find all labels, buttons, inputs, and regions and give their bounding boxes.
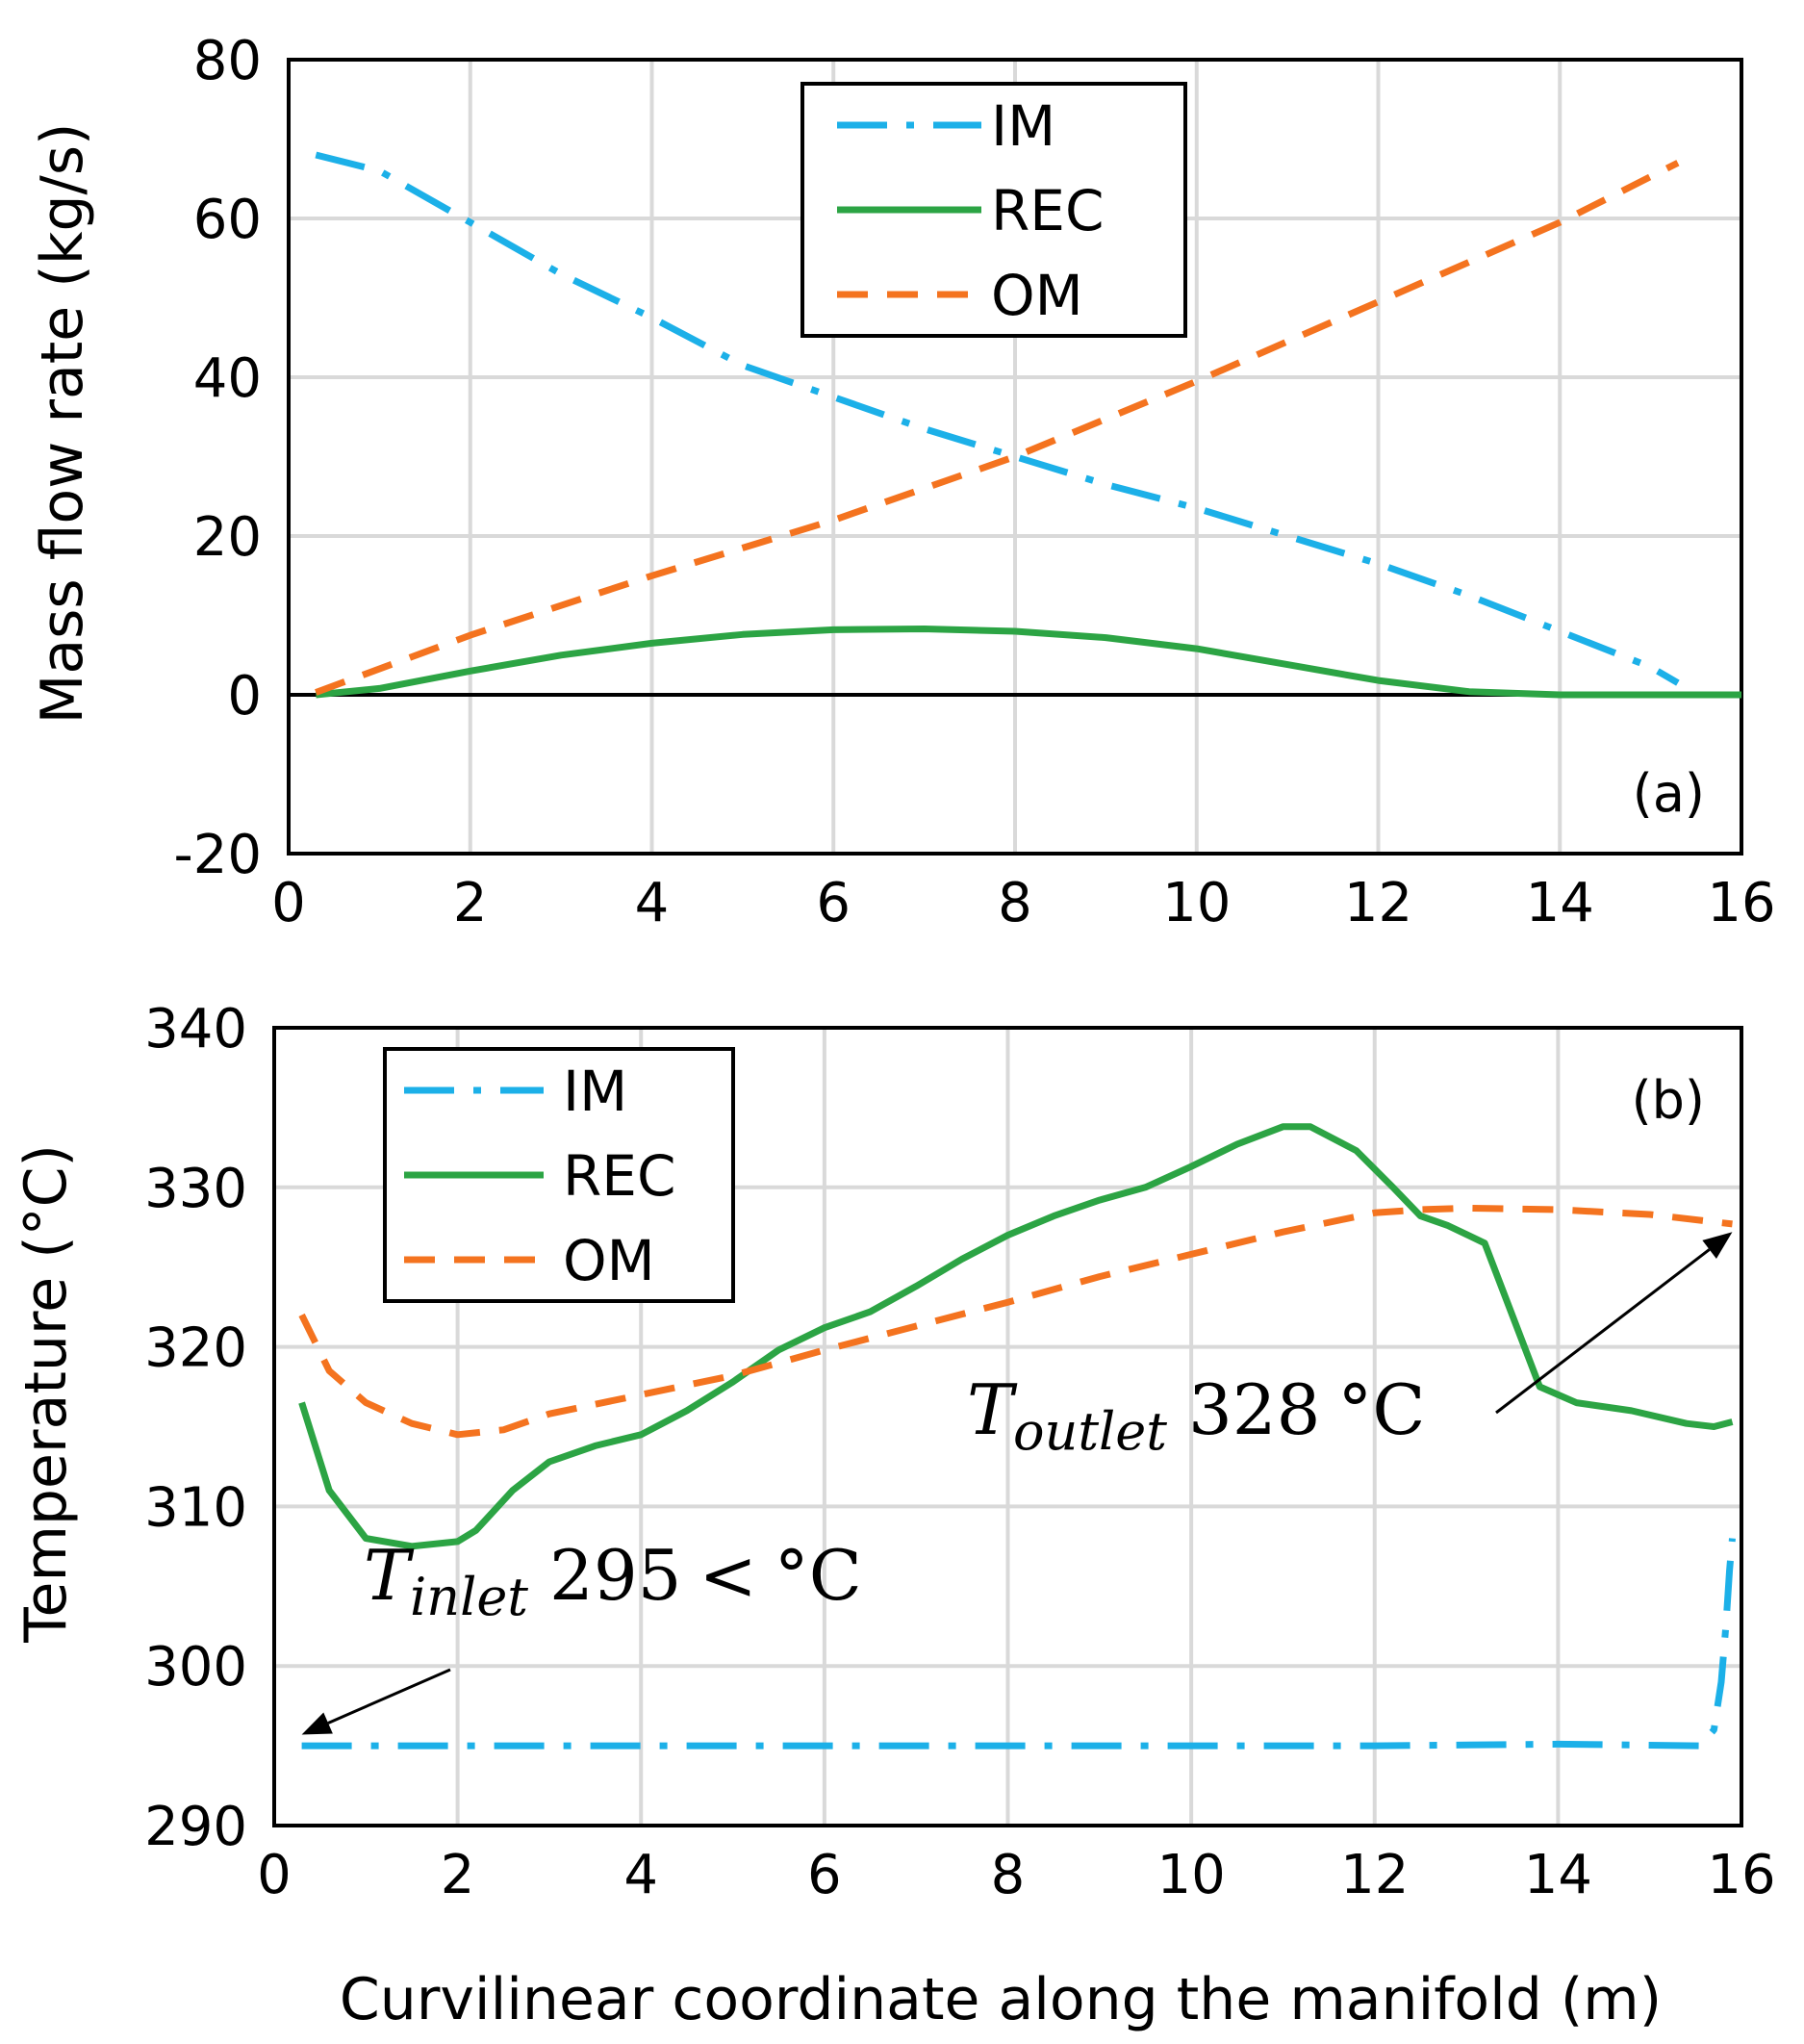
x-axis-title: Curvilinear coordinate along the manifol… [340, 1966, 1662, 2033]
annotation-outlet-unit: °C [1337, 1369, 1425, 1450]
legend-a-om-label: OM [991, 263, 1083, 328]
y-tick-label: 20 [193, 506, 262, 569]
series-line-om [315, 160, 1680, 696]
panel-a-y-tick-labels: -20 0 20 40 60 80 [174, 30, 262, 886]
x-tick-label: 10 [1156, 1844, 1225, 1906]
panel-a-label: (a) [1633, 763, 1705, 824]
x-tick-label: 2 [453, 872, 488, 934]
annotation-outlet-text: Toutlet 328 °C [967, 1369, 1425, 1462]
x-tick-label: 8 [991, 1844, 1026, 1906]
x-tick-label: 14 [1524, 1844, 1592, 1906]
annotation-outlet-sub: outlet [1013, 1401, 1167, 1462]
y-tick-label: 320 [144, 1317, 247, 1380]
panel-b-y-tick-labels: 290 300 310 320 330 340 [144, 998, 247, 1858]
annotation-inlet-extra: < [699, 1535, 756, 1616]
panel-a-series [315, 151, 1741, 699]
y-tick-label: 40 [193, 347, 262, 410]
panel-b-plot-frame [272, 1026, 1743, 1827]
panel-a-legend: IM REC OM [800, 82, 1187, 338]
x-tick-label: 8 [998, 872, 1032, 934]
series-line-rec [298, 1123, 1734, 1550]
series-line-rec [315, 626, 1741, 699]
y-tick-label: 310 [144, 1476, 247, 1539]
panel-b-temperature: 0 2 4 6 8 10 12 14 16 290 300 310 320 330 340 Tempera… [13, 998, 1776, 2033]
x-tick-label: 14 [1526, 872, 1594, 934]
y-tick-label: 300 [144, 1636, 247, 1699]
legend-a-im-label: IM [991, 93, 1055, 159]
annotation-outlet-value: 328 [1188, 1369, 1320, 1450]
x-tick-label: 4 [623, 1844, 658, 1906]
x-tick-label: 0 [257, 1844, 292, 1906]
panel-b-x-tick-labels: 0 2 4 6 8 10 12 14 16 [257, 1844, 1775, 1906]
x-tick-label: 0 [271, 872, 306, 934]
y-tick-label: 60 [193, 189, 262, 251]
y-tick-label: 80 [193, 30, 262, 92]
y-tick-label: 330 [144, 1158, 247, 1220]
annotation-outlet-arrowhead [1702, 1232, 1733, 1259]
x-tick-label: 6 [816, 872, 851, 934]
y-tick-label: 290 [144, 1796, 247, 1858]
legend-b-im-label: IM [563, 1059, 627, 1124]
annotation-outlet-base: T [967, 1369, 1018, 1450]
annotation-inlet-value: 295 [549, 1535, 681, 1616]
y-tick-label: 0 [227, 665, 262, 728]
series-line-im [301, 1538, 1736, 1750]
annotation-inlet-base: T [364, 1535, 415, 1616]
x-tick-label: 4 [635, 872, 670, 934]
annotation-outlet: Toutlet 328 °C [967, 1232, 1733, 1462]
panel-b-series [298, 1123, 1736, 1750]
panel-b-legend: IM REC OM [383, 1047, 735, 1303]
annotation-inlet-text: Tinlet 295 < °C [364, 1535, 862, 1627]
annotation-outlet-arrow [1495, 1248, 1711, 1415]
annotation-inlet-unit: °C [775, 1535, 862, 1616]
panel-b-y-axis-title: Temperature (°C) [13, 1144, 80, 1644]
x-tick-label: 10 [1162, 872, 1231, 934]
panel-a-plot-frame [287, 58, 1743, 856]
x-tick-label: 12 [1340, 1844, 1409, 1906]
panel-a-x-tick-labels: 0 2 4 6 8 10 12 14 16 [271, 872, 1775, 934]
y-tick-label: 340 [144, 998, 247, 1060]
panel-b-label: (b) [1632, 1070, 1705, 1131]
series-line-om [298, 1204, 1733, 1439]
x-tick-label: 16 [1707, 1844, 1775, 1906]
legend-b-rec-label: REC [563, 1143, 675, 1209]
annotation-inlet-arrow [327, 1668, 451, 1725]
x-tick-label: 2 [441, 1844, 475, 1906]
y-tick-label: -20 [174, 824, 262, 886]
panel-a-y-axis-title: Mass flow rate (kg/s) [29, 123, 96, 725]
legend-b-om-label: OM [563, 1228, 655, 1293]
x-tick-label: 12 [1344, 872, 1412, 934]
annotation-inlet: Tinlet 295 < °C [301, 1535, 862, 1735]
annotation-inlet-sub: inlet [410, 1567, 528, 1627]
legend-a-rec-label: REC [991, 178, 1104, 243]
x-tick-label: 16 [1707, 872, 1775, 934]
annotation-inlet-arrowhead [301, 1712, 333, 1735]
x-tick-label: 6 [807, 1844, 842, 1906]
series-line-im [315, 151, 1680, 686]
